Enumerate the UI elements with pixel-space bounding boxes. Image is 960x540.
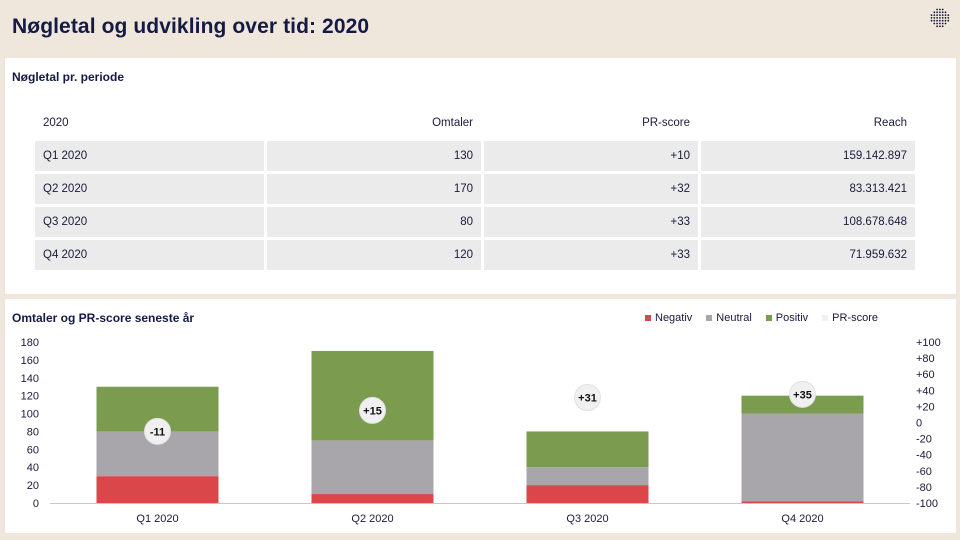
bar-segment-negativ bbox=[741, 501, 864, 503]
header-pr-score: PR-score bbox=[642, 117, 690, 129]
chart-title: Omtaler og PR-score seneste år bbox=[12, 311, 195, 325]
y-right-tick-label: -100 bbox=[916, 498, 938, 510]
y-right-tick-label: -20 bbox=[916, 434, 932, 446]
legend-label: Neutral bbox=[716, 312, 752, 324]
pr-score-label: +15 bbox=[363, 405, 382, 417]
bar-segment-positiv bbox=[311, 350, 434, 441]
y-right-tick-label: +60 bbox=[916, 369, 935, 381]
table-row: Q4 2020 120 +33 71.959.632 bbox=[35, 240, 918, 270]
y-left-tick-label: 140 bbox=[21, 373, 39, 385]
x-tick-label: Q2 2020 bbox=[351, 513, 393, 525]
table-row: Q1 2020 130 +10 159.142.897 bbox=[35, 141, 918, 171]
y-left-tick-label: 180 bbox=[21, 337, 39, 349]
cell-omtaler: 130 bbox=[267, 141, 481, 171]
y-right-tick-label: 0 bbox=[916, 418, 922, 430]
bar-segment-neutral bbox=[741, 413, 864, 502]
legend-item-negativ[interactable]: Negativ bbox=[645, 312, 692, 324]
pr-score-label: +31 bbox=[578, 393, 597, 405]
legend-label: PR-score bbox=[832, 312, 879, 324]
x-tick-label: Q4 2020 bbox=[781, 513, 823, 525]
page-title: Nøgletal og udvikling over tid: 2020 bbox=[12, 15, 370, 38]
stacked-bar-chart: 0 20 40 60 80 100 120 140 160 180 -100 -80 -60 -40 -20… bbox=[21, 337, 941, 525]
cell-omtaler: 80 bbox=[267, 207, 481, 237]
header-reach: Reach bbox=[873, 117, 907, 129]
legend-swatch bbox=[645, 315, 651, 321]
cell-pr-score: +33 bbox=[484, 240, 698, 270]
y-right-tick-label: +80 bbox=[916, 353, 935, 365]
bar-segment-neutral bbox=[311, 440, 434, 495]
pr-score-marker bbox=[789, 380, 816, 408]
legend-label: Negativ bbox=[655, 312, 693, 324]
pr-score-marker bbox=[359, 396, 386, 424]
chart-legend: Negativ Neutral Positiv PR-score bbox=[645, 312, 878, 324]
y-left-tick-label: 20 bbox=[27, 480, 39, 492]
cell-pr-score: +10 bbox=[484, 141, 698, 171]
cell-period: Q2 2020 bbox=[35, 174, 264, 204]
y-right-tick-label: +40 bbox=[916, 385, 935, 397]
y-right-tick-label: -60 bbox=[916, 466, 932, 478]
legend-swatch bbox=[765, 315, 772, 321]
cell-period: Q1 2020 bbox=[35, 141, 264, 171]
kpi-table-title: Nøgletal pr. periode bbox=[12, 70, 125, 84]
cell-pr-score: +33 bbox=[484, 207, 698, 237]
cell-pr-score: +32 bbox=[484, 174, 698, 204]
y-right-tick-label: -80 bbox=[916, 482, 932, 494]
legend-swatch bbox=[706, 315, 713, 321]
bar-segment-neutral bbox=[526, 467, 649, 486]
bar-segment-negativ bbox=[311, 494, 434, 503]
cell-period: Q4 2020 bbox=[35, 240, 264, 270]
kpi-table: 2020 Omtaler PR-score Reach Q1 2020 130 … bbox=[35, 108, 918, 273]
pr-score-marker bbox=[144, 417, 171, 445]
y-left-tick-label: 160 bbox=[21, 355, 39, 367]
legend-item-neutral[interactable]: Neutral bbox=[706, 312, 752, 324]
bar-segment-negativ bbox=[96, 476, 219, 503]
cell-reach: 71.959.632 bbox=[701, 240, 915, 270]
header-period: 2020 bbox=[43, 117, 69, 129]
pr-score-label: +35 bbox=[793, 389, 812, 401]
cell-omtaler: 120 bbox=[267, 240, 481, 270]
y-left-tick-label: 120 bbox=[21, 391, 39, 403]
y-left-tick-label: 0 bbox=[33, 498, 39, 510]
cell-omtaler: 170 bbox=[267, 174, 481, 204]
cell-reach: 159.142.897 bbox=[701, 141, 915, 171]
cell-period: Q3 2020 bbox=[35, 207, 264, 237]
x-tick-label: Q3 2020 bbox=[566, 513, 608, 525]
x-tick-label: Q1 2020 bbox=[136, 513, 178, 525]
table-row: Q3 2020 80 +33 108.678.648 bbox=[35, 207, 918, 237]
y-left-tick-label: 40 bbox=[27, 462, 39, 474]
header-omtaler: Omtaler bbox=[432, 117, 473, 129]
table-row: Q2 2020 170 +32 83.313.421 bbox=[35, 174, 918, 204]
legend-item-pr-score[interactable]: PR-score bbox=[822, 312, 878, 324]
kpi-table-card: Nøgletal pr. periode 2020 Omtaler PR-sco… bbox=[5, 58, 956, 294]
cell-reach: 83.313.421 bbox=[701, 174, 915, 204]
bar-segment-positiv bbox=[526, 431, 649, 468]
chart-card: 0 20 40 60 80 100 120 140 160 180 -100 -80 -60 -40 -20… bbox=[5, 299, 956, 533]
legend-label: Positiv bbox=[775, 312, 809, 324]
cell-reach: 108.678.648 bbox=[701, 207, 915, 237]
y-right-tick-label: +100 bbox=[916, 337, 941, 349]
pr-score-label: -11 bbox=[150, 426, 165, 438]
bar-segment-negativ bbox=[526, 485, 649, 503]
y-right-tick-label: -40 bbox=[916, 450, 932, 462]
y-right-tick-label: +20 bbox=[916, 401, 935, 413]
y-left-tick-label: 60 bbox=[27, 444, 39, 456]
legend-swatch bbox=[822, 315, 829, 321]
y-left-tick-label: 100 bbox=[21, 409, 39, 421]
dotted-globe-icon bbox=[930, 8, 950, 28]
table-header-row: 2020 Omtaler PR-score Reach bbox=[35, 108, 918, 138]
legend-item-positiv[interactable]: Positiv bbox=[765, 312, 809, 324]
y-left-tick-label: 80 bbox=[27, 426, 39, 438]
pr-score-marker bbox=[574, 384, 601, 412]
